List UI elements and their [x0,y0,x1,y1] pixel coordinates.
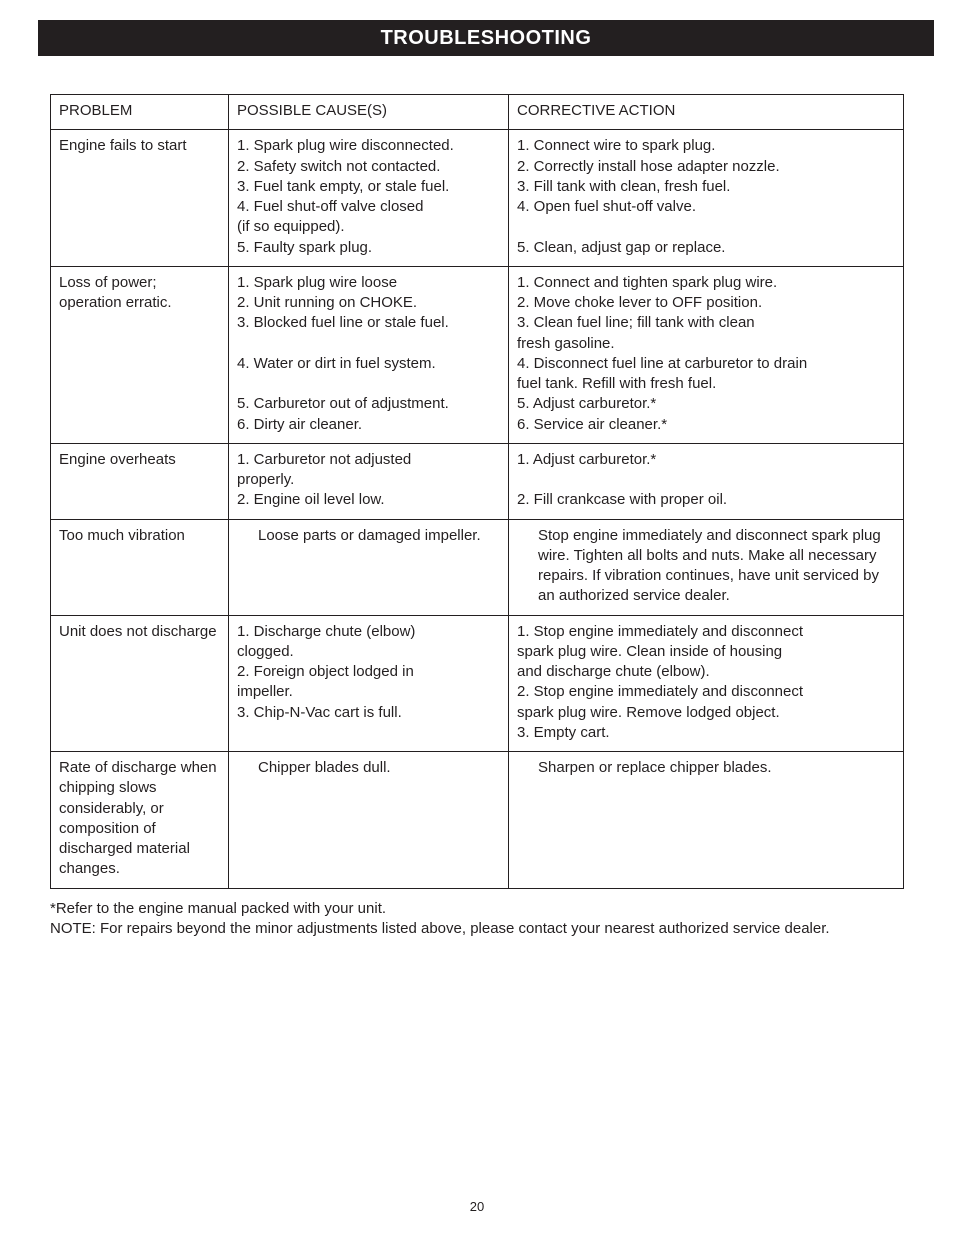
table-row: Unit does not discharge 1. Discharge chu… [51,615,904,752]
cause-cell: 1. Spark plug wire disconnected. 2. Safe… [229,130,509,267]
cause-cell: Loose parts or damaged impeller. [229,519,509,615]
col-action-header: CORRECTIVE ACTION [509,95,904,130]
action-item: 2. Stop engine immediately and disconnec… [517,682,895,702]
action-item: 4. Disconnect fuel line at carburetor to… [517,354,895,374]
cause-item: 1. Spark plug wire loose [237,273,500,293]
table-row: Loss of power; operation erratic. 1. Spa… [51,266,904,443]
cause-cell: 1. Spark plug wire loose 2. Unit running… [229,266,509,443]
problem-cell: Rate of discharge when chipping slows co… [51,752,229,889]
cause-cell: 1. Carburetor not adjusted properly. 2. … [229,443,509,519]
action-text: Sharpen or replace chipper blades. [517,758,895,778]
cause-item: 1. Discharge chute (elbow) [237,622,500,642]
action-item: 5. Clean, adjust gap or replace. [517,238,895,258]
action-item: and discharge chute (elbow). [517,662,895,682]
cause-item: 5. Carburetor out of adjustment. [237,394,500,414]
action-item: 1. Connect and tighten spark plug wire. [517,273,895,293]
footnote-note: NOTE: For repairs beyond the minor adjus… [50,919,904,939]
troubleshooting-table: PROBLEM POSSIBLE CAUSE(S) CORRECTIVE ACT… [50,94,904,889]
footnote-asterisk: *Refer to the engine manual packed with … [50,899,904,919]
cause-item: (if so equipped). [237,217,500,237]
cause-item: 1. Carburetor not adjusted [237,450,500,470]
cause-item: 6. Dirty air cleaner. [237,415,500,435]
table-row: Engine overheats 1. Carburetor not adjus… [51,443,904,519]
cause-item: 3. Chip-N-Vac cart is full. [237,703,500,723]
cause-item: 3. Blocked fuel line or stale fuel. [237,313,500,333]
table-header-row: PROBLEM POSSIBLE CAUSE(S) CORRECTIVE ACT… [51,95,904,130]
cause-item: properly. [237,470,500,490]
action-item: fuel tank. Refill with fresh fuel. [517,374,895,394]
action-item: 3. Clean fuel line; fill tank with clean [517,313,895,333]
action-item: 2. Move choke lever to OFF position. [517,293,895,313]
table-row: Rate of discharge when chipping slows co… [51,752,904,889]
action-item: 3. Fill tank with clean, fresh fuel. [517,177,895,197]
action-item: 6. Service air cleaner.* [517,415,895,435]
footnotes: *Refer to the engine manual packed with … [50,899,904,940]
table-row: Too much vibration Loose parts or damage… [51,519,904,615]
cause-cell: Chipper blades dull. [229,752,509,889]
action-item: 1. Connect wire to spark plug. [517,136,895,156]
action-item: 1. Stop engine immediately and disconnec… [517,622,895,642]
cause-item [237,334,500,354]
action-cell: 1. Adjust carburetor.* 2. Fill crankcase… [509,443,904,519]
action-item: 1. Adjust carburetor.* [517,450,895,470]
action-cell: Sharpen or replace chipper blades. [509,752,904,889]
problem-cell: Engine fails to start [51,130,229,267]
action-cell: 1. Connect wire to spark plug. 2. Correc… [509,130,904,267]
action-item: spark plug wire. Remove lodged object. [517,703,895,723]
action-item: spark plug wire. Clean inside of housing [517,642,895,662]
page-number: 20 [50,1199,904,1214]
cause-item: 4. Water or dirt in fuel system. [237,354,500,374]
col-problem-header: PROBLEM [51,95,229,130]
action-item: fresh gasoline. [517,334,895,354]
section-header: TROUBLESHOOTING [38,20,934,56]
cause-item: clogged. [237,642,500,662]
cause-text: Loose parts or damaged impeller. [237,526,500,546]
cause-item: 2. Engine oil level low. [237,490,500,510]
problem-cell: Unit does not discharge [51,615,229,752]
action-cell: 1. Connect and tighten spark plug wire. … [509,266,904,443]
cause-item: 5. Faulty spark plug. [237,238,500,258]
cause-item: 3. Fuel tank empty, or stale fuel. [237,177,500,197]
problem-cell: Too much vibration [51,519,229,615]
cause-item: 4. Fuel shut-off valve closed [237,197,500,217]
table-row: Engine fails to start 1. Spark plug wire… [51,130,904,267]
cause-cell: 1. Discharge chute (elbow) clogged. 2. F… [229,615,509,752]
col-cause-header: POSSIBLE CAUSE(S) [229,95,509,130]
action-text: Stop engine immediately and disconnect s… [517,526,895,607]
cause-item: impeller. [237,682,500,702]
action-item: 2. Fill crankcase with proper oil. [517,490,895,510]
action-item: 4. Open fuel shut-off valve. [517,197,895,217]
action-item [517,217,895,237]
action-item: 2. Correctly install hose adapter nozzle… [517,157,895,177]
action-item: 3. Empty cart. [517,723,895,743]
cause-item [237,374,500,394]
problem-cell: Loss of power; operation erratic. [51,266,229,443]
action-item [517,470,895,490]
cause-item: 1. Spark plug wire disconnected. [237,136,500,156]
cause-item: 2. Unit running on CHOKE. [237,293,500,313]
action-item: 5. Adjust carburetor.* [517,394,895,414]
cause-item: 2. Safety switch not contacted. [237,157,500,177]
action-cell: Stop engine immediately and disconnect s… [509,519,904,615]
cause-item: 2. Foreign object lodged in [237,662,500,682]
problem-cell: Engine overheats [51,443,229,519]
cause-text: Chipper blades dull. [237,758,500,778]
action-cell: 1. Stop engine immediately and disconnec… [509,615,904,752]
